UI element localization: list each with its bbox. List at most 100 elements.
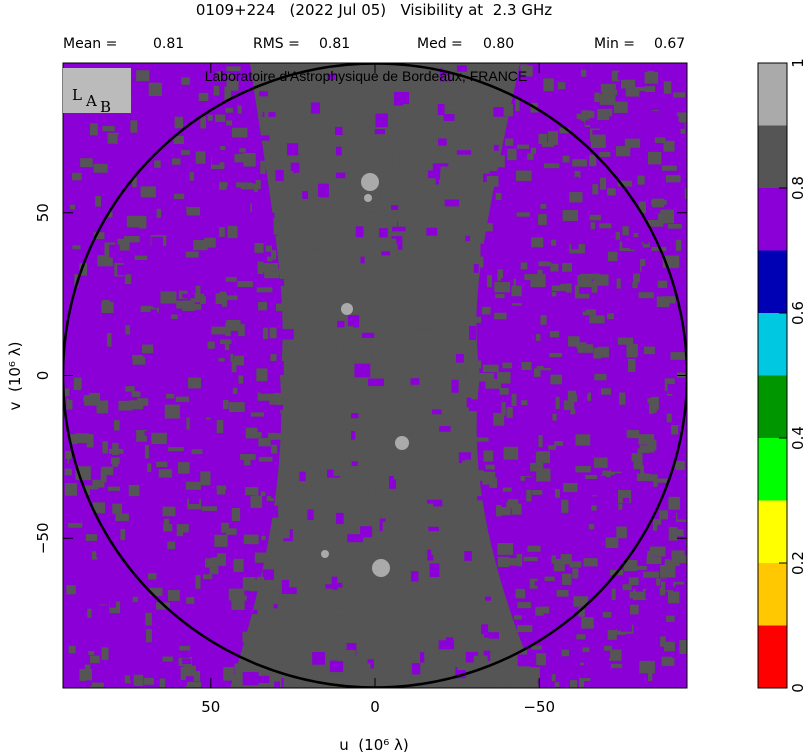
map-speckle: [362, 585, 370, 591]
map-speckle: [218, 154, 232, 163]
map-speckle: [336, 344, 344, 349]
map-speckle: [281, 193, 297, 204]
map-speckle: [257, 302, 268, 311]
map-speckle: [64, 483, 77, 496]
map-speckle: [555, 489, 560, 498]
map-speckle: [403, 103, 410, 118]
map-speckle: [399, 517, 407, 528]
map-speckle: [549, 331, 560, 338]
map-speckle: [94, 439, 104, 452]
map-speckle: [357, 218, 366, 232]
map-speckle: [354, 146, 369, 154]
map-speckle: [174, 116, 184, 129]
map-speckle: [649, 439, 657, 451]
map-speckle: [533, 368, 541, 377]
map-speckle: [194, 222, 205, 236]
map-speckle: [389, 294, 403, 304]
map-speckle: [220, 510, 233, 517]
map-speckle: [471, 470, 484, 481]
map-speckle: [214, 346, 229, 354]
map-speckle: [469, 325, 477, 340]
map-speckle: [437, 178, 450, 188]
map-speckle: [162, 506, 176, 517]
map-speckle: [601, 436, 615, 441]
map-speckle: [574, 170, 581, 179]
map-speckle: [564, 118, 579, 130]
map-speckle: [96, 549, 106, 558]
map-speckle: [171, 496, 184, 510]
map-speckle: [659, 510, 668, 520]
map-speckle: [341, 453, 350, 464]
map-speckle: [474, 616, 489, 622]
map-speckle: [103, 115, 115, 125]
map-speckle: [109, 234, 120, 240]
map-speckle: [147, 463, 152, 472]
map-speckle: [429, 563, 440, 577]
map-speckle: [214, 352, 226, 359]
map-speckle: [228, 402, 245, 413]
map-speckle: [294, 453, 307, 460]
map-speckle: [489, 155, 505, 168]
map-speckle: [374, 129, 385, 135]
map-speckle: [435, 464, 442, 472]
map-speckle: [266, 143, 281, 150]
map-speckle: [219, 151, 225, 161]
map-speckle: [568, 336, 580, 347]
map-speckle: [499, 387, 509, 395]
map-speckle: [312, 324, 329, 333]
map-speckle: [467, 481, 474, 494]
map-speckle: [91, 551, 98, 560]
map-speckle: [390, 558, 402, 564]
map-speckle: [68, 520, 83, 528]
map-speckle: [166, 393, 175, 399]
map-speckle: [314, 423, 324, 429]
map-speckle: [264, 91, 275, 102]
map-speckle: [278, 119, 285, 129]
map-speckle: [636, 635, 642, 648]
map-speckle: [535, 334, 541, 341]
map-speckle: [502, 362, 513, 369]
map-speckle: [637, 175, 645, 185]
map-speckle: [232, 141, 248, 147]
map-speckle: [167, 590, 180, 601]
map-speckle: [265, 245, 272, 252]
map-speckle: [497, 556, 510, 568]
map-speckle: [600, 470, 608, 476]
map-speckle: [510, 656, 522, 663]
map-speckle: [274, 681, 280, 688]
map-speckle: [222, 612, 229, 621]
map-speckle: [617, 337, 634, 345]
map-speckle: [267, 497, 274, 503]
map-speckle: [411, 166, 422, 179]
map-speckle: [643, 571, 660, 578]
map-speckle: [127, 203, 138, 215]
map-speckle: [551, 283, 568, 291]
credit: Laboratoire d'Astrophysique de Bordeaux,…: [205, 68, 528, 84]
map-speckle: [598, 230, 614, 245]
map-speckle: [415, 520, 430, 531]
map-speckle: [131, 391, 141, 397]
map-speckle: [293, 320, 309, 329]
map-speckle: [652, 519, 662, 531]
map-speckle: [155, 546, 171, 559]
map-speckle: [577, 475, 588, 488]
map-speckle: [376, 298, 391, 311]
map-speckle: [515, 98, 520, 112]
map-speckle: [625, 454, 630, 468]
map-speckle: [527, 545, 541, 552]
map-speckle: [466, 287, 476, 301]
map-speckle: [643, 346, 655, 355]
map-speckle: [582, 647, 590, 653]
map-speckle: [392, 382, 402, 390]
map-speckle: [419, 625, 429, 637]
map-speckle: [89, 655, 100, 664]
map-speckle: [163, 518, 170, 530]
map-speckle: [276, 530, 284, 542]
stat-label: Med =: [417, 36, 463, 52]
map-speckle: [551, 554, 556, 564]
map-speckle: [233, 271, 249, 278]
map-speckle: [186, 596, 195, 604]
map-speckle: [269, 392, 282, 405]
map-speckle: [407, 641, 415, 648]
map-speckle: [464, 560, 479, 571]
